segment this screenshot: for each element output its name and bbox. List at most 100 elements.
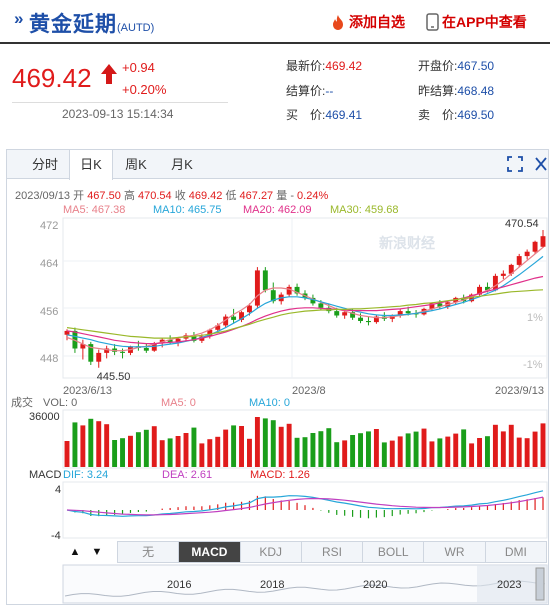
ind-tab-dmi[interactable]: DMI: [504, 545, 527, 559]
candle-body: [175, 338, 181, 342]
volume-bar: [350, 435, 356, 467]
candle-body: [104, 348, 110, 353]
volume-bar: [151, 426, 157, 467]
candle-body: [334, 311, 340, 316]
candle-body: [342, 312, 348, 316]
volume-bar: [508, 424, 514, 467]
volume-bar: [334, 442, 340, 467]
nav-down-button[interactable]: ▼: [91, 546, 103, 558]
fullscreen-icon[interactable]: [507, 156, 523, 172]
range-year: 2018: [260, 579, 284, 591]
candle-body: [88, 344, 94, 362]
open-in-app-label: 在APP中查看: [442, 14, 527, 30]
ma30-line: [66, 289, 544, 339]
ind-tab-none[interactable]: 无: [118, 542, 180, 562]
candle-body: [492, 275, 498, 291]
candle-body: [270, 290, 276, 302]
prev-settle-field: 昨结算:468.48: [418, 84, 495, 98]
phone-icon: [426, 13, 439, 31]
volume-bar: [453, 433, 459, 467]
ind-tab-macd[interactable]: MACD: [179, 542, 241, 562]
instrument-code: (AUTD): [117, 22, 155, 34]
dif-line: [66, 490, 544, 517]
chart-watermark: 新浪财经: [379, 235, 435, 251]
candle-body: [80, 344, 86, 349]
candle-body: [532, 241, 538, 252]
page-header: » 黄金延期 (AUTD) 添加自选 在APP中查看: [0, 0, 550, 44]
volume-bar: [302, 437, 308, 467]
volume-bar: [159, 440, 165, 467]
chart-canvas[interactable]: 472 464 456 448 1% -1% 新浪财经 2023/6/13 20…: [7, 150, 548, 605]
min-price-label: 445.50: [97, 371, 131, 383]
kline-chart-panel: 分时 日K 周K 月K 2023/09/13 开 467.50 高 470.54…: [6, 149, 549, 605]
pct-tick: 1%: [527, 312, 543, 324]
arrow-up-icon: [101, 64, 117, 84]
candle-body: [397, 311, 403, 316]
macd-layer: [66, 490, 544, 519]
open-in-app-button[interactable]: 在APP中查看: [426, 12, 527, 32]
candle-body: [215, 325, 221, 330]
ma30-legend: MA30: 459.68: [330, 204, 399, 216]
candle-body: [120, 351, 125, 353]
volume-bar: [469, 443, 475, 467]
volume-bar: [429, 441, 435, 467]
volume-bar: [532, 431, 538, 467]
volume-bar: [373, 429, 379, 467]
volume-bar: [485, 436, 490, 467]
ind-tab-boll[interactable]: BOLL: [363, 542, 425, 562]
candle-body: [231, 316, 237, 320]
ind-tab-kdj[interactable]: KDJ: [241, 542, 302, 562]
candle-body: [207, 329, 213, 337]
candle-body: [310, 297, 316, 304]
ma10-line: [66, 255, 544, 348]
macd-title: MACD: [29, 469, 61, 481]
volume-bar: [381, 442, 387, 467]
pct-tick: -1%: [523, 359, 543, 371]
volume-bar: [64, 441, 70, 467]
candle-body: [247, 305, 252, 313]
ma-lines-layer: [66, 246, 544, 352]
ind-tab-rsi[interactable]: RSI: [302, 542, 364, 562]
volume-bar: [199, 443, 205, 467]
candle-body: [350, 312, 356, 318]
candle-body: [143, 347, 149, 351]
divider: [12, 102, 228, 103]
volume-bar: [413, 431, 419, 467]
volume-bar: [239, 426, 244, 467]
close-icon[interactable]: [534, 156, 548, 172]
period-tabs: 分时 日K 周K 月K: [7, 150, 548, 180]
volume-bar: [437, 438, 443, 467]
y-tick: 464: [40, 258, 58, 270]
x-tick: 2023/6/13: [63, 385, 112, 397]
candle-body: [294, 286, 300, 294]
candle-body: [262, 270, 268, 291]
nav-up-button[interactable]: ▲: [69, 546, 81, 558]
vol-legend: VOL: 0: [43, 397, 77, 409]
dea-line: [66, 496, 544, 516]
macd-dea: DEA: 2.61: [162, 469, 212, 481]
ind-tab-wr[interactable]: WR: [424, 542, 486, 562]
range-year: 2023: [497, 579, 521, 591]
volume-bar: [128, 435, 133, 467]
settle-price-field: 结算价:--: [286, 84, 334, 98]
volume-bar: [183, 433, 189, 467]
volume-y-top: 36000: [29, 411, 60, 423]
tab-intraday[interactable]: 分时: [31, 157, 58, 172]
add-watchlist-button[interactable]: 添加自选: [330, 12, 405, 32]
range-handle[interactable]: [535, 567, 545, 601]
latest-price-field: 最新价:469.42: [286, 59, 363, 73]
volume-bar: [500, 431, 506, 467]
quote-timestamp: 2023-09-13 15:14:34: [62, 107, 174, 121]
tab-daily-k[interactable]: 日K: [69, 150, 113, 180]
candle-body: [358, 317, 363, 321]
volume-bar: [278, 426, 284, 467]
range-year: 2016: [167, 579, 191, 591]
candle-body: [516, 256, 522, 265]
volume-bar: [286, 423, 292, 467]
tab-weekly-k[interactable]: 周K: [125, 157, 147, 172]
candle-body: [508, 264, 514, 274]
candle-body: [318, 303, 324, 308]
volume-bar: [389, 440, 395, 467]
tab-monthly-k[interactable]: 月K: [171, 157, 193, 172]
page-title: 黄金延期: [29, 13, 117, 36]
